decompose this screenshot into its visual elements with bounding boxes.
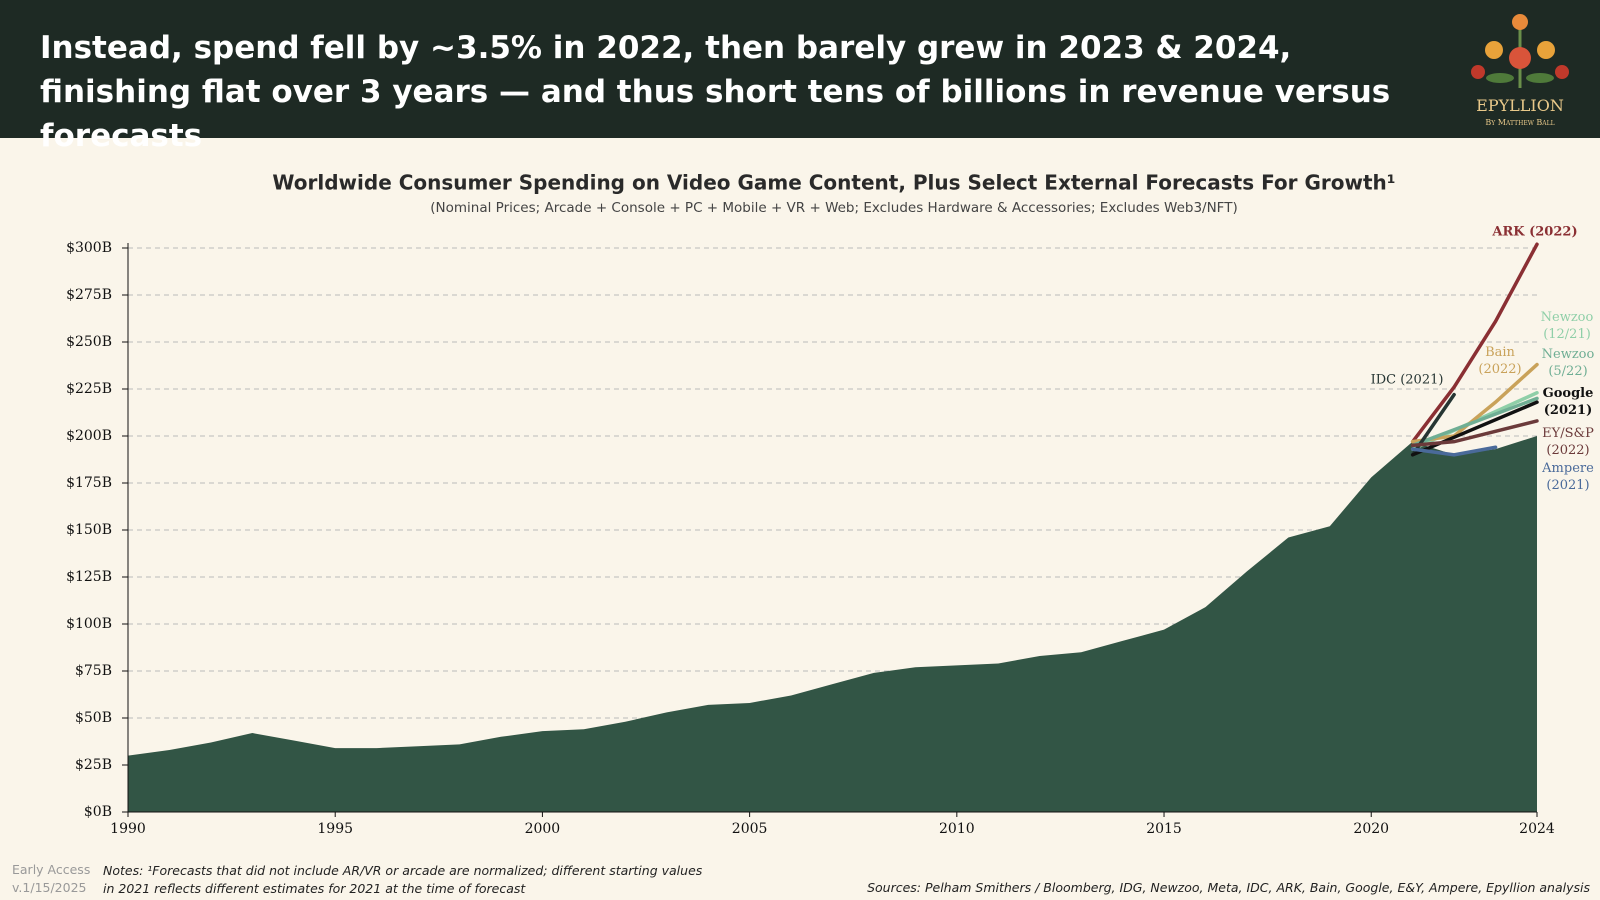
forecast-line xyxy=(1410,445,1498,457)
x-tick-label: 2010 xyxy=(939,821,975,837)
chart-title: Worldwide Consumer Spending on Video Gam… xyxy=(272,171,1395,195)
status: Early Access xyxy=(12,862,91,877)
forecast-label: Google (2021) xyxy=(1542,386,1594,418)
forecast-label: Newzoo (5/22) xyxy=(1541,347,1595,379)
notes: Notes: ¹Forecasts that did not include A… xyxy=(103,863,703,896)
header: Instead, spend fell by ~3.5% in 2022, th… xyxy=(0,0,1600,154)
y-tick-label: $275B xyxy=(66,287,112,303)
forecast-label: Ampere (2021) xyxy=(1542,461,1594,493)
y-tick-label: $50B xyxy=(75,710,112,726)
logo-icon xyxy=(1471,14,1569,88)
y-tick-label: $0B xyxy=(84,804,112,820)
x-tick-label: 2020 xyxy=(1353,821,1389,837)
header-title: Instead, spend fell by ~3.5% in 2022, th… xyxy=(40,30,1391,154)
x-tick-label: 2005 xyxy=(732,821,768,837)
forecast-label: Bain (2022) xyxy=(1478,345,1522,377)
y-tick-label: $200B xyxy=(66,428,112,444)
y-tick-label: $25B xyxy=(75,757,112,773)
forecast-line xyxy=(1410,419,1539,448)
sources: Sources: Pelham Smithers / Bloomberg, ID… xyxy=(867,880,1590,895)
logo-name: EPYLLION xyxy=(1476,96,1564,115)
logo-byline: By Matthew Ball xyxy=(1485,118,1555,127)
y-tick-label: $175B xyxy=(66,475,112,491)
y-tick-label: $225B xyxy=(66,381,112,397)
forecast-label: IDC (2021) xyxy=(1370,372,1444,388)
x-tick-label: 2000 xyxy=(525,821,561,837)
x-tick-label: 2015 xyxy=(1146,821,1182,837)
x-tick-label: 1995 xyxy=(317,821,353,837)
forecast-label: EY/S&P (2022) xyxy=(1542,426,1594,458)
chart-subtitle: (Nominal Prices; Arcade + Console + PC +… xyxy=(430,200,1237,216)
forecast-line xyxy=(1410,242,1539,444)
forecast-line xyxy=(1410,396,1539,448)
version: v.1/15/2025 xyxy=(12,880,87,895)
x-tick-label: 1990 xyxy=(110,821,146,837)
forecast-label: ARK (2022) xyxy=(1492,224,1578,240)
y-tick-label: $150B xyxy=(66,522,112,538)
y-tick-label: $300B xyxy=(66,240,112,256)
area xyxy=(128,436,1537,812)
y-tick-label: $250B xyxy=(66,334,112,350)
forecast-label: Newzoo (12/21) xyxy=(1540,310,1594,342)
y-tick-label: $75B xyxy=(75,663,112,679)
y-tick-label: $125B xyxy=(66,569,112,585)
forecast-line xyxy=(1410,400,1539,457)
x-tick-label: 2024 xyxy=(1519,821,1555,837)
y-tick-label: $100B xyxy=(66,616,112,632)
